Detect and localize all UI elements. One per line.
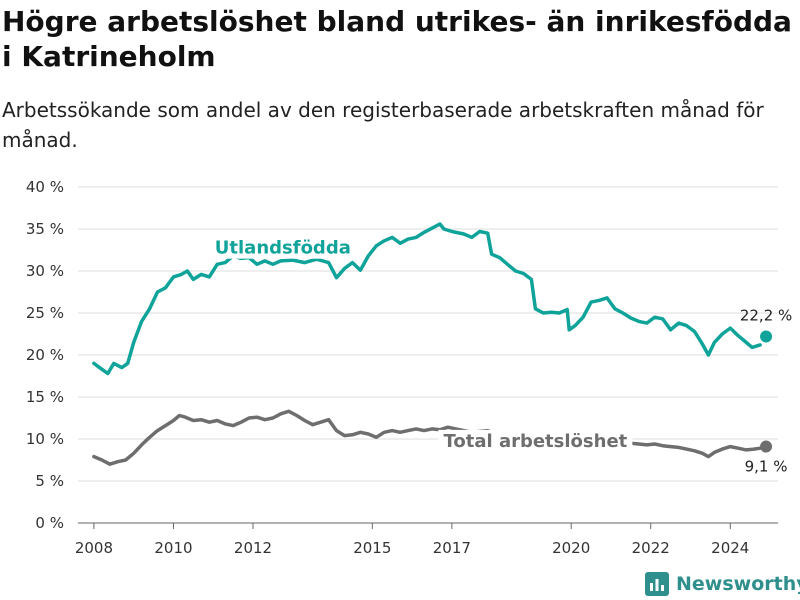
x-tick-label: 2012 (234, 539, 272, 557)
y-tick-label: 25 % (26, 304, 64, 322)
brand-name: Newsworthy (676, 573, 800, 595)
series-lines (92, 222, 773, 466)
x-tick-label: 2022 (632, 539, 670, 557)
y-tick-label: 35 % (26, 220, 64, 238)
y-tick-label: 10 % (26, 430, 64, 448)
end-value-label: 22,2 % (740, 307, 792, 325)
x-tick-label: 2015 (353, 539, 391, 557)
label-bg (438, 429, 633, 452)
series-label-utlandsfodda: Utlandsfödda (215, 238, 351, 259)
x-tick-label: 2010 (154, 539, 192, 557)
y-tick-label: 15 % (26, 388, 64, 406)
end-value-label: 9,1 % (745, 458, 788, 476)
series-label-total: Total arbetslöshet (444, 431, 628, 452)
series-line-utlandsfodda (92, 222, 762, 376)
y-tick-label: 5 % (35, 472, 64, 490)
y-axis: 0 % 5 % 10 % 15 % 20 % 25 % 30 % 35 % 40 % (26, 178, 64, 532)
x-tick-label: 2024 (711, 539, 749, 557)
y-tick-label: 20 % (26, 346, 64, 364)
y-tick-label: 30 % (26, 262, 64, 280)
series-labels: 22,2 % 9,1 % Utlandsfödda Total arbetslöshe… (210, 236, 792, 476)
chart-title: Högre arbetslöshet bland utrikes- än inr… (2, 5, 792, 73)
newsworthy-logo: Newsworthy (645, 570, 800, 598)
x-tick-label: 2020 (552, 539, 590, 557)
x-axis: 2008 2010 2012 2015 2017 2020 2022 2024 (75, 522, 778, 557)
x-tick-label: 2008 (75, 539, 113, 557)
x-tick-label: 2017 (433, 539, 471, 557)
y-tick-label: 0 % (35, 514, 64, 532)
bar-chart-icon (645, 572, 669, 596)
series-endpoint (760, 440, 773, 453)
series-endpoint (760, 330, 773, 343)
series-line-total (92, 409, 762, 466)
y-tick-label: 40 % (26, 178, 64, 196)
grid-lines (78, 186, 778, 482)
chart-subtitle: Arbetssökande som andel av den registerb… (2, 98, 764, 152)
label-bg (210, 236, 355, 259)
